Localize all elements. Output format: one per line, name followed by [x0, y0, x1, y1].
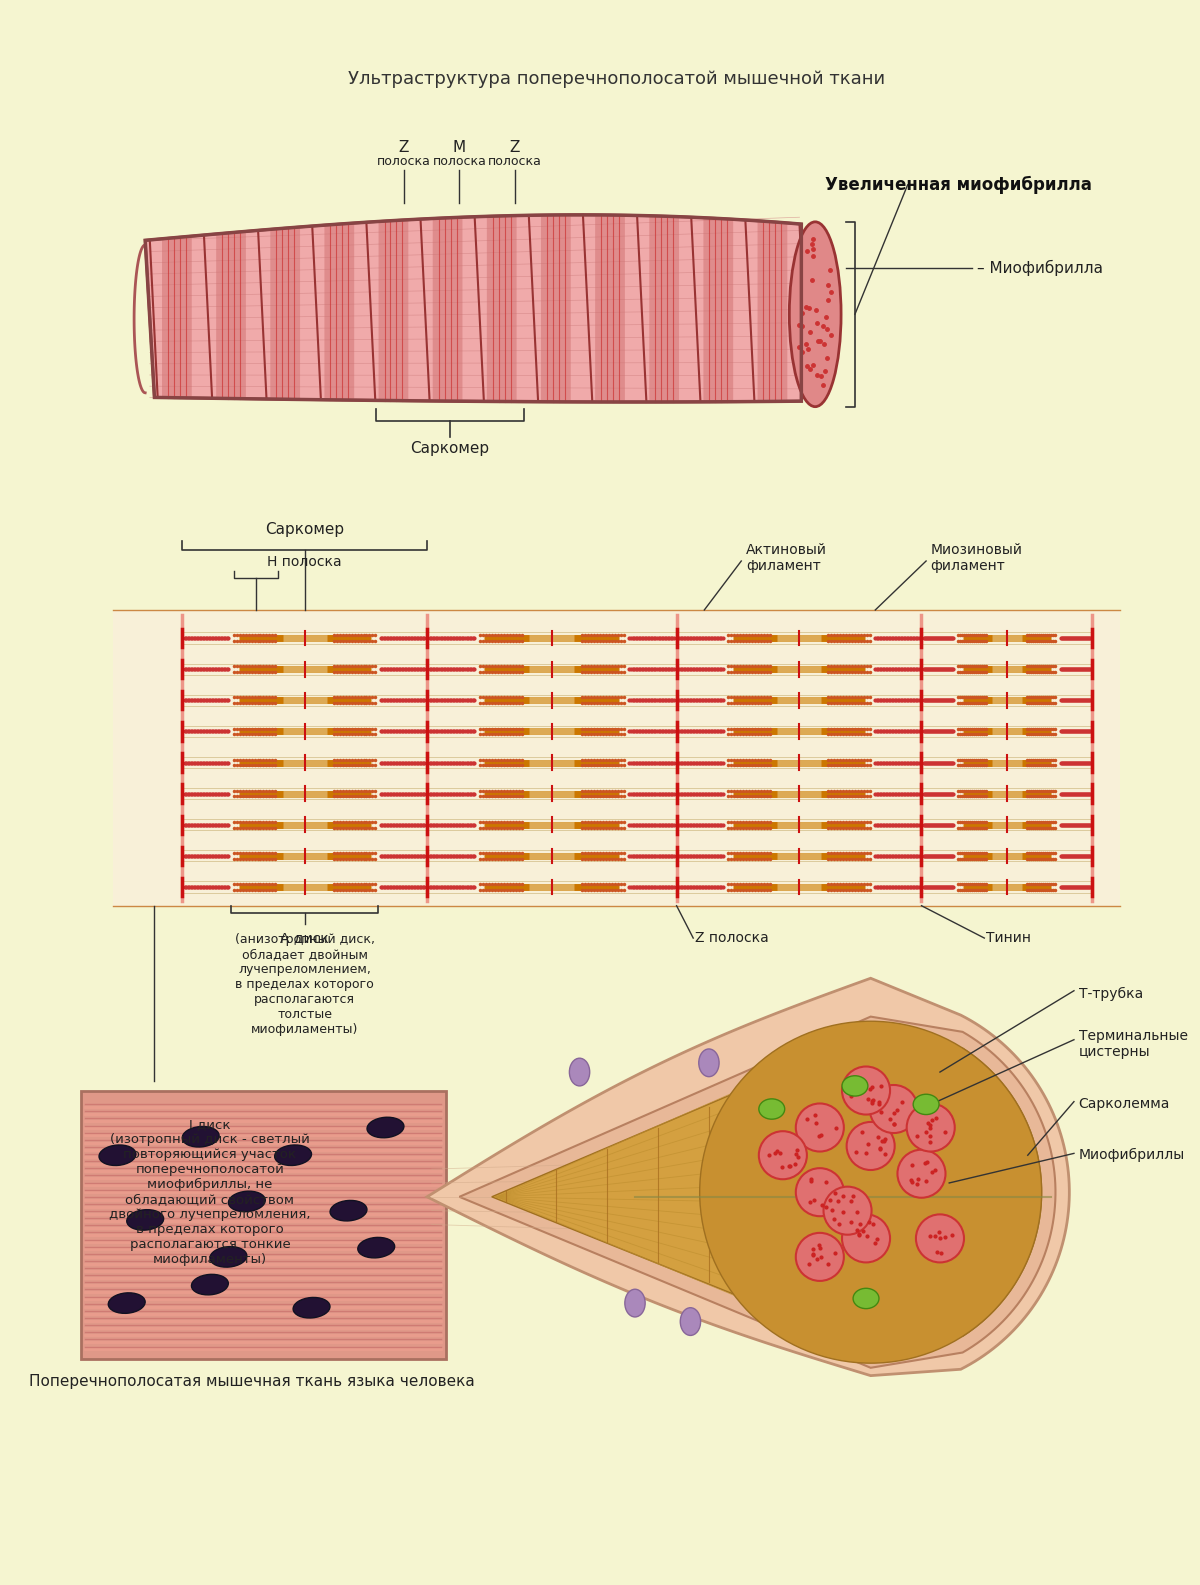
Text: Миозиновый
филамент: Миозиновый филамент — [931, 544, 1022, 574]
Ellipse shape — [680, 1308, 701, 1336]
Bar — [80, 1090, 445, 1358]
Text: Саркомер: Саркомер — [410, 441, 490, 456]
Polygon shape — [460, 1016, 1056, 1368]
Ellipse shape — [698, 1049, 719, 1076]
Ellipse shape — [847, 1122, 895, 1170]
Polygon shape — [270, 227, 300, 399]
Ellipse shape — [796, 1168, 844, 1216]
Ellipse shape — [108, 1293, 145, 1314]
Text: Тинин: Тинин — [986, 930, 1031, 945]
Ellipse shape — [569, 1059, 589, 1086]
Ellipse shape — [790, 222, 841, 407]
Polygon shape — [649, 216, 679, 403]
Ellipse shape — [842, 1067, 890, 1114]
Ellipse shape — [853, 1289, 878, 1309]
Ellipse shape — [916, 1214, 964, 1262]
Text: полоска: полоска — [432, 155, 486, 168]
Ellipse shape — [358, 1238, 395, 1258]
Text: Z: Z — [510, 141, 520, 155]
Ellipse shape — [796, 1233, 844, 1281]
Polygon shape — [487, 216, 517, 401]
Ellipse shape — [823, 1187, 871, 1235]
Ellipse shape — [758, 1132, 806, 1179]
Text: А диск: А диск — [281, 930, 329, 945]
Polygon shape — [757, 220, 787, 401]
Ellipse shape — [330, 1200, 367, 1220]
Text: Т-трубка: Т-трубка — [1079, 986, 1142, 1000]
Polygon shape — [216, 231, 246, 399]
Ellipse shape — [182, 1127, 220, 1148]
Polygon shape — [703, 217, 733, 403]
Ellipse shape — [842, 1076, 868, 1097]
Text: Актиновый
филамент: Актиновый филамент — [746, 544, 827, 574]
Text: Z: Z — [398, 141, 409, 155]
Text: полоска: полоска — [488, 155, 541, 168]
Text: (анизотропный диск,
обладает двойным
лучепреломлением,
в пределах которого
распо: (анизотропный диск, обладает двойным луч… — [235, 932, 374, 1035]
Ellipse shape — [210, 1247, 247, 1266]
Polygon shape — [145, 216, 802, 403]
Ellipse shape — [367, 1117, 404, 1138]
Bar — [80, 1090, 445, 1358]
Text: – Миофибрилла: – Миофибрилла — [977, 260, 1103, 276]
Polygon shape — [378, 220, 408, 401]
Ellipse shape — [100, 1144, 136, 1165]
Text: I диск
(изотропный диск - светлый
повторяющийся участок
поперечнополосатой
миофи: I диск (изотропный диск - светлый повтор… — [109, 1119, 311, 1266]
Polygon shape — [427, 978, 1069, 1376]
Ellipse shape — [700, 1021, 1042, 1363]
Ellipse shape — [127, 1209, 163, 1230]
Text: Саркомер: Саркомер — [265, 521, 344, 537]
Ellipse shape — [275, 1144, 312, 1165]
Text: Н полоска: Н полоска — [268, 555, 342, 569]
Polygon shape — [492, 1035, 1042, 1349]
Text: Z полоска: Z полоска — [695, 930, 769, 945]
Text: полоска: полоска — [377, 155, 431, 168]
Ellipse shape — [796, 1103, 844, 1152]
Polygon shape — [324, 223, 354, 399]
Polygon shape — [433, 217, 462, 401]
Text: Сарколемма: Сарколемма — [1079, 1097, 1170, 1111]
Text: M: M — [452, 141, 466, 155]
Text: Увеличенная миофибрилла: Увеличенная миофибрилла — [826, 176, 1092, 193]
Ellipse shape — [192, 1274, 228, 1295]
Polygon shape — [541, 216, 571, 403]
Text: Поперечнополосатая мышечная ткань языка человека: Поперечнополосатая мышечная ткань языка … — [29, 1374, 474, 1388]
Ellipse shape — [293, 1298, 330, 1319]
Ellipse shape — [913, 1094, 940, 1114]
Text: Терминальные
цистерны: Терминальные цистерны — [1079, 1029, 1188, 1059]
Ellipse shape — [907, 1103, 955, 1152]
Ellipse shape — [870, 1086, 918, 1133]
Bar — [113, 610, 1120, 905]
Ellipse shape — [625, 1289, 646, 1317]
Text: Ультраструктура поперечнополосатой мышечной ткани: Ультраструктура поперечнополосатой мышеч… — [348, 70, 886, 87]
Text: Миофибриллы: Миофибриллы — [1079, 1148, 1184, 1162]
Polygon shape — [595, 216, 625, 403]
Polygon shape — [162, 236, 192, 398]
Ellipse shape — [228, 1192, 265, 1211]
Ellipse shape — [898, 1149, 946, 1198]
Ellipse shape — [758, 1098, 785, 1119]
Ellipse shape — [842, 1214, 890, 1262]
